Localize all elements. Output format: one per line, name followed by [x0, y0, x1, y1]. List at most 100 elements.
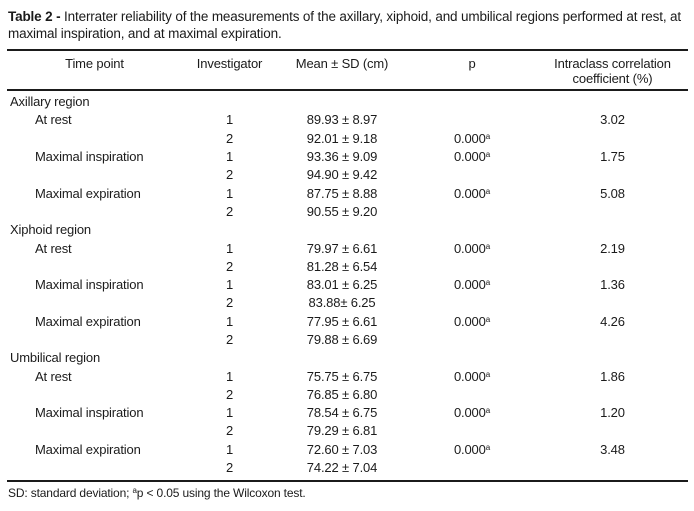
investigator-cell: 1	[225, 112, 234, 128]
p-significance-marker: a	[485, 241, 491, 251]
measurement-row: 2 76.85 ± 6.80	[7, 386, 688, 404]
investigator-cell: 1	[225, 368, 234, 384]
investigator-cell: 1	[225, 313, 234, 329]
p-value-cell: 0.000a	[407, 241, 537, 257]
time-point-cell: At rest	[35, 240, 72, 256]
p-value-cell: 0.000a	[407, 314, 537, 330]
table-caption: Table 2 - Interrater reliability of the …	[8, 8, 686, 42]
p-value-cell: 0.000a	[407, 277, 537, 293]
time-point-cell: At rest	[35, 368, 72, 384]
investigator-cell: 2	[225, 258, 234, 274]
investigator-cell: 1	[225, 405, 234, 421]
header-mean-sd: Mean ± SD (cm)	[295, 56, 389, 71]
caption-text: Interrater reliability of the measuremen…	[8, 9, 682, 41]
time-point-cell: At rest	[35, 112, 72, 128]
p-significance-marker: a	[485, 150, 491, 160]
p-significance-marker: a	[485, 131, 491, 141]
p-significance-marker: a	[485, 442, 491, 452]
measurement-row: At rest 1 89.93 ± 8.97 3.02	[7, 111, 688, 129]
investigator-cell: 1	[225, 277, 234, 293]
investigator-cell: 2	[225, 130, 234, 146]
p-value-cell: 0.000a	[407, 405, 537, 421]
measurement-row: 2 74.22 ± 7.04	[7, 459, 688, 477]
mean-sd-cell: 83.88± 6.25	[308, 295, 376, 311]
mean-sd-cell: 83.01 ± 6.25	[306, 277, 378, 293]
icc-cell: 1.75	[600, 149, 625, 165]
measurement-row: Maximal expiration 1 87.75 ± 8.88 0.000a 5.0…	[7, 184, 688, 202]
p-value-cell: 0.000a	[407, 442, 537, 458]
measurement-row: Maximal expiration 1 72.60 ± 7.03 0.000a 3.4…	[7, 441, 688, 459]
table-body: Axillary region At rest 1 89.93 ± 8.97 3.02 2…	[7, 91, 688, 483]
investigator-cell: 1	[225, 441, 234, 457]
mean-sd-cell: 78.54 ± 6.75	[306, 405, 378, 421]
mean-sd-cell: 72.60 ± 7.03	[306, 441, 378, 457]
p-significance-marker: a	[485, 369, 491, 379]
footnote-significance-marker: a	[132, 486, 137, 496]
p-value: 0.000	[453, 313, 486, 329]
measurement-row: 2 83.88± 6.25	[7, 294, 688, 312]
icc-cell: 4.26	[600, 313, 625, 329]
icc-cell: 1.36	[600, 277, 625, 293]
mean-sd-cell: 90.55 ± 9.20	[306, 203, 378, 219]
p-value-cell: 0.000a	[407, 149, 537, 165]
measurement-row: 2 81.28 ± 6.54	[7, 258, 688, 276]
icc-cell: 1.20	[600, 405, 625, 421]
mean-sd-cell: 79.88 ± 6.69	[306, 332, 378, 347]
footnote-prefix: SD: standard deviation;	[8, 486, 133, 501]
footnote-text: p < 0.05 using the Wilcoxon test.	[136, 486, 306, 501]
measurement-row: 2 79.88 ± 6.69	[7, 331, 688, 349]
measurement-row: 2 90.55 ± 9.20	[7, 203, 688, 221]
data-table: Time point Investigator Mean ± SD (cm) p…	[7, 49, 688, 483]
measurement-row: 2 94.90 ± 9.42	[7, 166, 688, 184]
investigator-cell: 2	[225, 167, 234, 183]
measurement-row: Maximal inspiration 1 93.36 ± 9.09 0.000a 1.…	[7, 148, 688, 166]
investigator-cell: 1	[225, 185, 234, 201]
p-value: 0.000	[453, 149, 486, 165]
icc-cell: 3.02	[600, 112, 625, 128]
measurement-row: Maximal inspiration 1 78.54 ± 6.75 0.000a 1.…	[7, 404, 688, 422]
p-significance-marker: a	[485, 314, 491, 324]
mean-sd-cell: 81.28 ± 6.54	[306, 258, 378, 274]
p-value: 0.000	[453, 405, 486, 421]
mean-sd-cell: 93.36 ± 9.09	[306, 149, 378, 165]
region-section-row: Xiphoid region	[7, 221, 688, 239]
p-significance-marker: a	[485, 186, 491, 196]
p-value: 0.000	[453, 185, 486, 201]
table-footnote: SD: standard deviation; ap < 0.05 using …	[8, 486, 688, 500]
mean-sd-cell: 94.90 ± 9.42	[306, 167, 378, 183]
mean-sd-cell: 92.01 ± 9.18	[306, 130, 378, 146]
icc-cell: 2.19	[600, 240, 625, 256]
mean-sd-cell: 79.29 ± 6.81	[306, 423, 378, 439]
header-icc-line1: Intraclass correlation	[554, 56, 671, 71]
time-point-cell: Maximal inspiration	[35, 277, 144, 293]
measurement-row: At rest 1 79.97 ± 6.61 0.000a 2.19	[7, 239, 688, 257]
p-value: 0.000	[453, 441, 486, 457]
p-value-cell: 0.000a	[407, 131, 537, 147]
investigator-cell: 2	[225, 386, 234, 402]
header-p: p	[468, 56, 476, 71]
investigator-cell: 2	[225, 203, 234, 219]
mean-sd-cell: 74.22 ± 7.04	[306, 460, 378, 476]
region-section-row: Axillary region	[7, 93, 688, 111]
time-point-cell: Umbilical region	[10, 350, 101, 366]
p-value-cell: 0.000a	[407, 369, 537, 385]
header-investigator: Investigator	[196, 56, 263, 71]
time-point-cell: Xiphoid region	[10, 222, 92, 238]
investigator-cell: 1	[225, 149, 234, 165]
icc-cell: 1.86	[600, 368, 625, 384]
measurement-row: Maximal inspiration 1 83.01 ± 6.25 0.000a 1.…	[7, 276, 688, 294]
p-value: 0.000	[453, 368, 486, 384]
measurement-row: At rest 1 75.75 ± 6.75 0.000a 1.86	[7, 367, 688, 385]
investigator-cell: 1	[225, 240, 234, 256]
p-value-cell: 0.000a	[407, 186, 537, 202]
caption-label: Table 2 -	[8, 9, 61, 24]
mean-sd-cell: 77.95 ± 6.61	[306, 313, 378, 329]
p-value: 0.000	[453, 240, 486, 256]
p-significance-marker: a	[485, 278, 491, 288]
p-value: 0.000	[453, 130, 486, 146]
time-point-cell: Maximal expiration	[35, 313, 141, 329]
header-icc: Intraclass correlation coefficient (%)	[537, 56, 688, 86]
p-value: 0.000	[453, 277, 486, 293]
p-significance-marker: a	[485, 406, 491, 416]
time-point-cell: Axillary region	[10, 94, 90, 110]
